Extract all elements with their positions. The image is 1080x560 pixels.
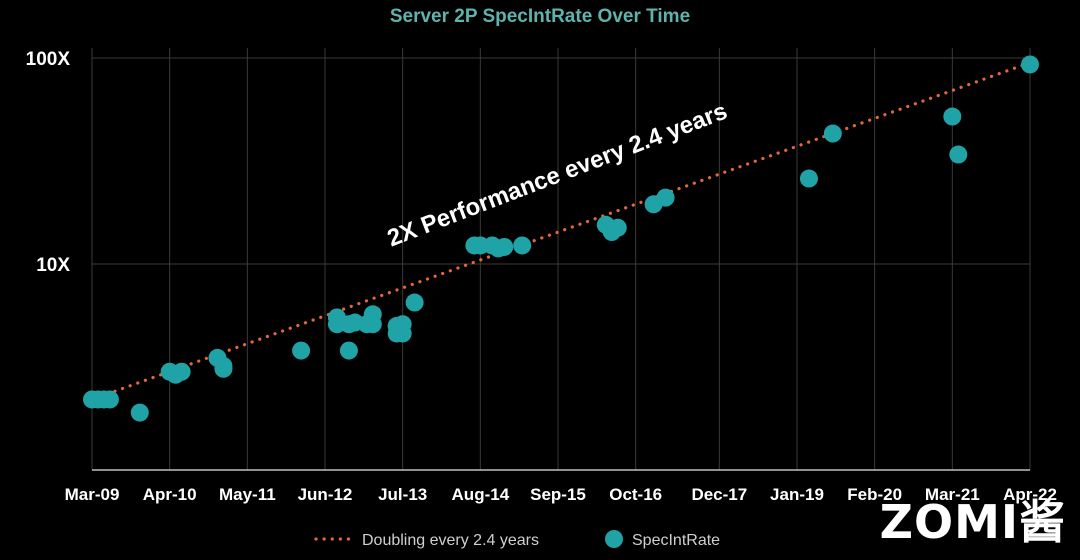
data-point: [339, 341, 358, 360]
data-point: [172, 362, 191, 381]
chart-title: Server 2P SpecIntRate Over Time: [389, 6, 691, 27]
x-tick-label: Jul-13: [378, 485, 427, 504]
x-tick-label: Feb-20: [847, 485, 902, 504]
y-tick-label: 100X: [26, 49, 71, 70]
data-point: [513, 236, 532, 255]
x-tick-label: Sep-15: [530, 485, 586, 504]
x-tick-label: Aug-14: [452, 485, 510, 504]
data-point: [214, 359, 233, 378]
data-point: [1021, 55, 1039, 74]
x-tick-label: Apr-22: [1003, 485, 1057, 504]
data-point: [363, 315, 382, 334]
y-tick-label: 10X: [36, 255, 70, 276]
data-point: [495, 237, 514, 256]
data-point: [799, 169, 818, 188]
legend-series-swatch: [605, 530, 623, 548]
x-tick-label: Jun-12: [298, 485, 353, 504]
x-tick-label: Mar-09: [65, 485, 120, 504]
data-point: [405, 293, 424, 312]
chart-annotation: 2X Performance every 2.4 years: [384, 98, 731, 253]
data-point: [292, 341, 311, 360]
legend-trend-label: Doubling every 2.4 years: [362, 532, 539, 549]
data-point: [949, 145, 968, 164]
trend-line: [90, 60, 1032, 402]
x-tick-label: Dec-17: [691, 485, 747, 504]
data-point: [130, 403, 149, 422]
chart-legend: Doubling every 2.4 years SpecIntRate: [314, 530, 720, 549]
watermark-logo: ZOMI酱: [879, 495, 1066, 549]
x-tick-label: Oct-16: [609, 485, 662, 504]
data-point: [823, 124, 842, 143]
x-tick-label: Jan-19: [770, 485, 824, 504]
data-point: [656, 188, 675, 207]
data-point: [100, 390, 119, 409]
x-tick-label: May-11: [219, 485, 276, 504]
data-point: [393, 315, 412, 334]
x-tick-label: Mar-21: [925, 485, 980, 504]
data-point: [608, 218, 627, 237]
data-point: [943, 107, 962, 126]
legend-series-label: SpecIntRate: [632, 532, 720, 549]
x-tick-label: Apr-10: [143, 485, 197, 504]
